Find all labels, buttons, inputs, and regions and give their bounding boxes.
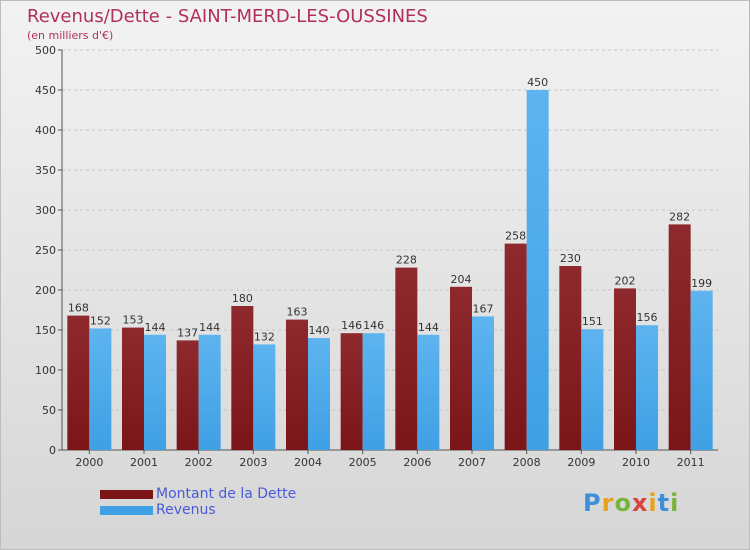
bar-dette	[395, 267, 418, 450]
legend: Montant de la Dette Revenus	[100, 486, 296, 518]
legend-swatch-dette	[100, 489, 153, 499]
x-tick-label: 2011	[677, 456, 705, 469]
bar-revenus	[636, 325, 658, 450]
bar-dette	[340, 333, 363, 450]
x-tick-label: 2007	[458, 456, 486, 469]
bar-dette	[286, 319, 308, 450]
x-tick-label: 2004	[294, 456, 322, 469]
data-label-revenus: 140	[309, 324, 330, 337]
y-tick-label: 0	[49, 444, 56, 457]
bar-dette	[614, 288, 636, 450]
legend-swatch-revenus	[100, 505, 153, 515]
data-label-revenus: 144	[418, 321, 439, 334]
bar-dette	[450, 286, 472, 450]
bar-dette	[176, 340, 199, 450]
data-label-dette: 230	[560, 252, 581, 265]
logo-letter: P	[583, 489, 602, 517]
data-label-revenus: 132	[254, 330, 275, 343]
logo-letter: r	[601, 489, 615, 517]
bar-revenus	[253, 344, 276, 450]
y-tick-label: 450	[35, 84, 56, 97]
legend-label-revenus: Revenus	[156, 502, 216, 518]
logo-letter: i	[670, 489, 680, 517]
y-tick-label: 100	[35, 364, 56, 377]
data-label-revenus: 450	[527, 76, 548, 89]
x-tick-label: 2000	[75, 456, 103, 469]
chart-subtitle: (en milliers d'€)	[27, 29, 114, 42]
data-label-revenus: 144	[199, 321, 220, 334]
x-tick-label: 2010	[622, 456, 650, 469]
bar-dette	[67, 315, 90, 450]
data-label-dette: 168	[68, 302, 89, 315]
y-tick-label: 150	[35, 324, 56, 337]
legend-label-dette: Montant de la Dette	[156, 486, 297, 502]
x-tick-label: 2002	[185, 456, 213, 469]
y-tick-label: 250	[35, 244, 56, 257]
data-label-dette: 258	[505, 230, 526, 243]
y-tick-label: 50	[42, 404, 56, 417]
data-label-dette: 163	[287, 306, 308, 319]
data-label-revenus: 167	[473, 302, 494, 315]
legend-item-revenus: Revenus	[100, 502, 296, 518]
bar-revenus	[89, 328, 112, 450]
x-tick-label: 2001	[130, 456, 158, 469]
data-label-dette: 146	[341, 319, 362, 332]
bar-revenus	[581, 329, 604, 450]
bar-dette	[504, 243, 527, 450]
data-label-revenus: 144	[145, 321, 166, 334]
legend-item-dette: Montant de la Dette	[100, 486, 296, 502]
x-tick-label: 2008	[513, 456, 541, 469]
data-label-dette: 282	[669, 210, 690, 223]
data-label-dette: 153	[123, 314, 144, 327]
x-tick-label: 2003	[239, 456, 267, 469]
data-label-revenus: 146	[363, 319, 384, 332]
y-tick-label: 400	[35, 124, 56, 137]
x-tick-label: 2006	[403, 456, 431, 469]
bar-dette	[668, 224, 691, 450]
data-label-dette: 180	[232, 292, 253, 305]
y-tick-label: 500	[35, 44, 56, 57]
logo-letter: x	[631, 489, 649, 517]
proxiti-logo: Proxiti	[583, 489, 679, 517]
data-label-dette: 204	[451, 273, 472, 286]
data-label-dette: 202	[615, 274, 636, 287]
x-tick-label: 2005	[349, 456, 377, 469]
data-label-revenus: 156	[637, 311, 658, 324]
logo-letter: i	[648, 489, 658, 517]
data-label-revenus: 151	[582, 315, 603, 328]
bar-revenus	[362, 333, 385, 450]
y-tick-label: 200	[35, 284, 56, 297]
bar-dette	[559, 266, 582, 450]
bar-revenus	[198, 334, 221, 450]
y-tick-label: 350	[35, 164, 56, 177]
bar-dette	[122, 327, 144, 450]
bar-revenus	[690, 290, 713, 450]
bar-revenus	[472, 316, 494, 450]
data-label-revenus: 199	[691, 277, 712, 290]
logo-letter: t	[657, 489, 671, 517]
data-label-dette: 137	[177, 326, 198, 339]
chart-title: Revenus/Dette - SAINT-MERD-LES-OUSSINES	[27, 6, 428, 27]
data-label-dette: 228	[396, 254, 417, 267]
data-label-revenus: 152	[90, 314, 111, 327]
bar-dette	[231, 306, 254, 450]
y-tick-label: 300	[35, 204, 56, 217]
bar-revenus	[526, 90, 549, 450]
logo-letter: o	[614, 489, 632, 517]
x-tick-label: 2009	[567, 456, 595, 469]
bar-revenus	[144, 334, 166, 450]
bar-revenus	[308, 338, 330, 450]
bar-revenus	[417, 334, 440, 450]
